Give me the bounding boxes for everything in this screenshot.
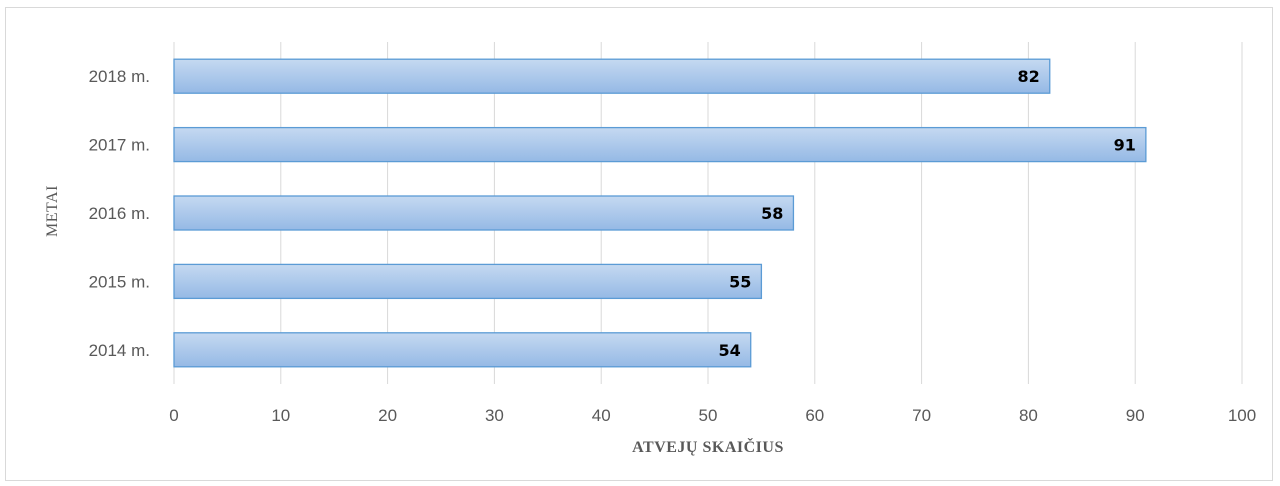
x-tick-label: 70 [912, 406, 931, 425]
x-tick-labels: 0 10 20 30 40 50 60 70 80 90 100 [169, 406, 1256, 425]
x-tick-label: 50 [699, 406, 718, 425]
bar [173, 126, 1147, 163]
bar [173, 195, 795, 231]
data-label: 82 [1017, 67, 1039, 86]
category-labels: 2018 m. 2017 m. 2016 m. 2015 m. 2014 m. [89, 67, 150, 360]
bar [173, 58, 1051, 94]
data-label: 55 [729, 272, 751, 291]
y-axis-title: METAI [44, 185, 61, 237]
gridlines [173, 42, 1243, 384]
x-tick-label: 30 [485, 406, 504, 425]
x-tick-label: 0 [169, 406, 178, 425]
x-tick-label: 60 [805, 406, 824, 425]
x-tick-label: 40 [592, 406, 611, 425]
data-label: 91 [1114, 136, 1136, 155]
x-tick-label: 90 [1126, 406, 1145, 425]
category-label: 2015 m. [89, 272, 150, 291]
bar [173, 263, 763, 300]
data-label: 58 [761, 204, 783, 223]
category-label: 2016 m. [89, 204, 150, 223]
bar [173, 332, 752, 368]
data-labels: 82 91 58 55 54 [718, 67, 1135, 360]
x-tick-label: 100 [1228, 406, 1256, 425]
category-label: 2018 m. [89, 67, 150, 86]
x-tick-label: 10 [271, 406, 290, 425]
x-tick-label: 20 [378, 406, 397, 425]
x-axis-title: ATVEJŲ SKAIČIUS [632, 437, 784, 456]
bars [173, 58, 1147, 368]
data-label: 54 [718, 341, 740, 360]
category-label: 2017 m. [89, 136, 150, 155]
category-label: 2014 m. [89, 341, 150, 360]
x-tick-label: 80 [1019, 406, 1038, 425]
